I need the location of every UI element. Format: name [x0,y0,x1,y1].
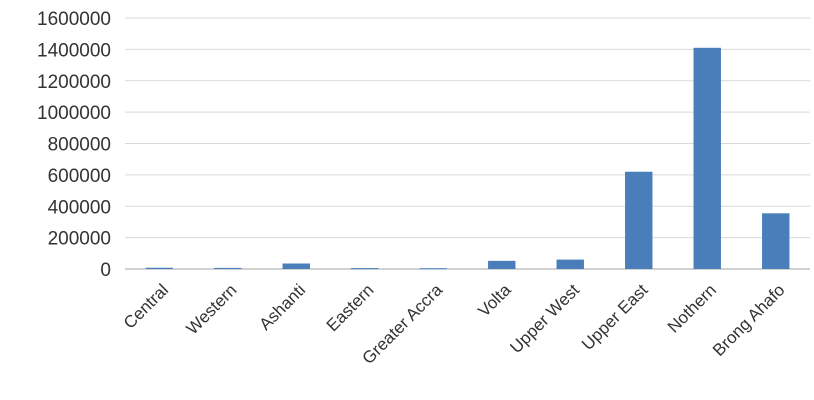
bar-upper-east [625,171,653,269]
x-category-label: Upper East [578,280,652,354]
y-tick-label: 1000000 [37,103,111,124]
y-tick-label: 800000 [48,135,111,156]
x-category-label: Brong Ahafo [709,280,789,360]
gridlines [125,17,810,270]
bar-upper-west [556,259,584,269]
y-tick-label: 600000 [48,166,111,187]
bar-nothern [693,47,721,270]
bars [145,47,790,270]
y-tick-label: 1400000 [37,40,111,61]
x-category-label: Ashanti [256,280,310,334]
bar-eastern [351,268,379,270]
y-tick-label: 0 [100,260,111,281]
x-category-label: Nothern [664,280,720,336]
bar-brong-ahafo [762,213,790,269]
x-category-label: Central [120,280,172,332]
y-tick-label: 1200000 [37,72,111,93]
x-category-label: Eastern [323,280,378,335]
y-tick-label: 200000 [48,229,111,250]
x-category-label: Western [183,280,241,338]
bar-ashanti [282,263,310,269]
bar-western [214,267,242,269]
bar-volta [488,260,516,269]
bar-central [145,267,173,269]
y-tick-label: 1600000 [37,9,111,30]
bar-greater-accra [419,268,447,270]
x-category-label: Upper West [506,280,583,357]
x-category-label: Volta [474,280,515,321]
y-tick-label: 400000 [48,197,111,218]
y-axis: 0 200000 400000 600000 800000 1000000 1200000 1… [37,9,111,281]
